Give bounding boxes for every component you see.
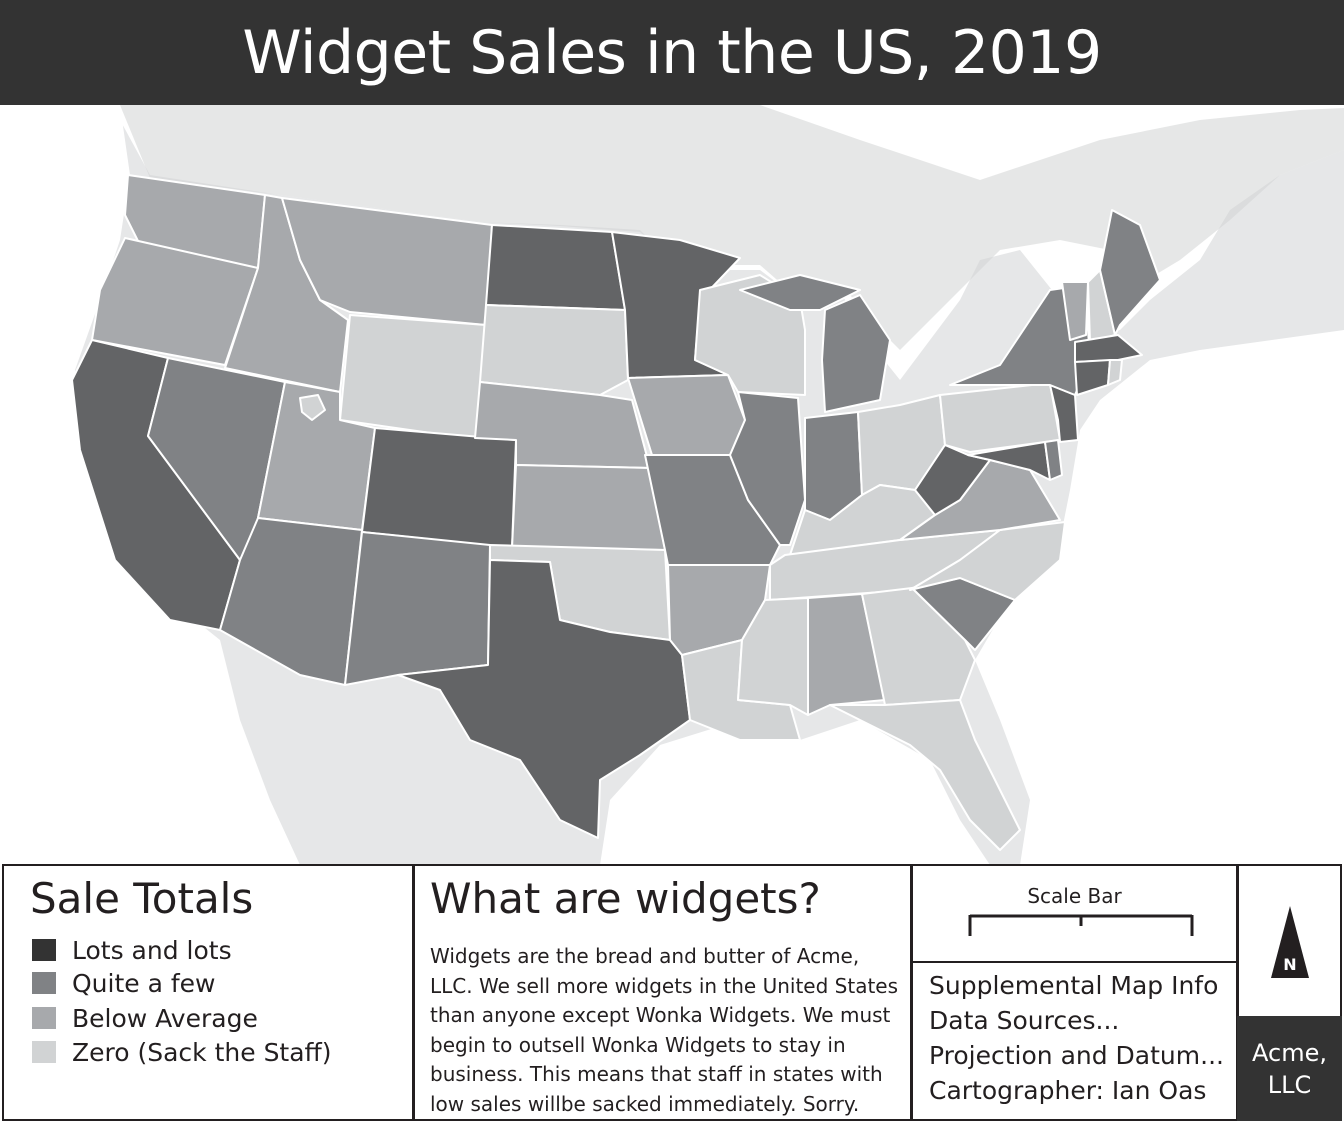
north-arrow-panel: N [1237, 864, 1342, 1018]
state-alabama[interactable] [807, 593, 886, 716]
about-text: Widgets are the bread and butter of Acme… [430, 942, 900, 1119]
legend-title: Sale Totals [30, 874, 254, 923]
atlantic-ocean [975, 330, 1344, 865]
us-sales-map [0, 105, 1344, 865]
legend-label: Quite a few [72, 968, 216, 998]
about-line: business. This means that staff in state… [430, 1062, 883, 1086]
scale-bar-label: Scale Bar [1027, 884, 1122, 908]
legend-item-zero: Zero (Sack the Staff) [32, 1037, 332, 1067]
legend-item-quite-a-few: Quite a few [32, 968, 216, 998]
legend-swatch [32, 972, 56, 994]
legend-label: Below Average [72, 1003, 258, 1033]
about-panel: What are widgets? Widgets are the bread … [413, 864, 912, 1121]
info-data-sources: Data Sources... [929, 1006, 1120, 1035]
gulf-of-mexico [600, 720, 990, 865]
great-salt-lake [299, 394, 326, 421]
state-colorado[interactable] [361, 427, 517, 549]
state-north-dakota[interactable] [485, 224, 626, 311]
info-supplemental: Supplemental Map Info [929, 971, 1219, 1000]
info-cartographer: Cartographer: Ian Oas [929, 1076, 1207, 1105]
scale-panel: Scale Bar [911, 864, 1238, 963]
state-south-dakota[interactable] [479, 304, 629, 396]
states-layer [71, 174, 1161, 851]
about-title: What are widgets? [430, 874, 821, 923]
state-new-mexico[interactable] [344, 531, 491, 686]
state-maryland[interactable] [967, 441, 1051, 481]
state-rhode-island[interactable] [1107, 359, 1123, 386]
about-line: low sales willbe sacked immediately. Sor… [430, 1091, 860, 1116]
credit-panel: Acme, LLC [1237, 1016, 1342, 1121]
legend-swatch [32, 939, 56, 961]
about-line: LLC. We sell more widgets in the United … [430, 973, 899, 998]
north-arrow-icon: N [1271, 906, 1309, 978]
state-wyoming[interactable] [339, 314, 487, 441]
legend-panel: Sale Totals Lots and lots Quite a few Be… [2, 864, 414, 1121]
state-florida[interactable] [829, 699, 1021, 851]
state-north-carolina[interactable] [909, 521, 1066, 601]
canada-land [120, 105, 1344, 350]
about-line: than anyone except Wonka Widgets. We mus… [430, 1003, 891, 1027]
north-label: N [1283, 955, 1296, 974]
legend-swatch [32, 1041, 56, 1063]
state-vermont[interactable] [1061, 281, 1089, 341]
state-illinois[interactable] [729, 391, 806, 546]
state-kansas[interactable] [511, 464, 666, 551]
legend-label: Zero (Sack the Staff) [72, 1037, 332, 1067]
about-line: begin to outsell Wonka Widgets to stay i… [430, 1032, 846, 1057]
about-line: Widgets are the bread and butter of Acme… [430, 944, 860, 968]
legend-item-lots: Lots and lots [32, 935, 232, 965]
legend-item-below-average: Below Average [32, 1003, 258, 1033]
credit-line-2: LLC [1267, 1070, 1312, 1099]
state-massachusetts[interactable] [1074, 334, 1143, 363]
state-delaware[interactable] [1044, 439, 1063, 481]
legend-swatch [32, 1007, 56, 1029]
state-texas[interactable] [397, 559, 691, 839]
scale-bar [968, 914, 1194, 936]
credit-line-1: Acme, [1252, 1038, 1327, 1067]
state-oregon[interactable] [91, 237, 259, 366]
state-new-york[interactable] [949, 284, 1091, 396]
legend-label: Lots and lots [72, 935, 232, 965]
info-panel: Supplemental Map Info Data Sources... Pr… [911, 961, 1238, 1121]
pacific-ocean [0, 105, 300, 865]
info-projection: Projection and Datum... [929, 1041, 1224, 1070]
map-title: Widget Sales in the US, 2019 [0, 0, 1344, 105]
state-michigan[interactable] [739, 274, 891, 413]
map-area [0, 105, 1344, 865]
